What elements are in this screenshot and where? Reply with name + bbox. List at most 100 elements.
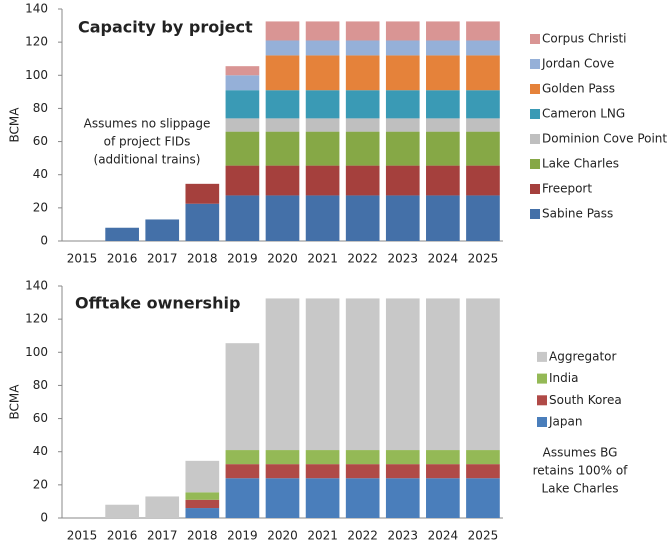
annotation: retains 100% of — [533, 464, 629, 478]
bar-segment — [225, 66, 260, 76]
bar-segment — [466, 165, 500, 196]
bar-segment — [345, 478, 380, 518]
x-tick-label: 2025 — [468, 529, 499, 543]
x-tick-label: 2015 — [67, 252, 98, 266]
chart-title: Offtake ownership — [75, 294, 240, 313]
bar-segment — [345, 40, 380, 56]
legend-label: Corpus Christi — [542, 32, 627, 46]
x-tick-label: 2021 — [307, 252, 338, 266]
y-tick-label: 40 — [33, 444, 48, 458]
y-tick-label: 20 — [33, 477, 48, 491]
bar-segment — [345, 55, 380, 91]
bar-segment — [225, 343, 260, 451]
y-tick-label: 80 — [33, 378, 48, 392]
x-tick-label: 2023 — [387, 252, 418, 266]
bar-segment — [225, 118, 260, 132]
bar-segment — [385, 90, 420, 119]
legend-label: India — [549, 371, 578, 385]
y-tick-label: 0 — [40, 234, 48, 248]
x-tick-label: 2024 — [428, 529, 459, 543]
bar-segment — [105, 227, 139, 241]
bar-segment — [225, 478, 260, 518]
legend-label: Aggregator — [549, 349, 617, 363]
bar-segment — [185, 492, 220, 500]
annotation: (additional trains) — [94, 153, 201, 167]
bar-segment — [305, 55, 340, 91]
bar-segment — [385, 40, 420, 56]
x-tick-label: 2022 — [347, 529, 378, 543]
chart-title: Capacity by project — [78, 18, 253, 37]
x-tick-label: 2022 — [347, 252, 378, 266]
bar-segment — [265, 195, 300, 241]
legend-swatch — [530, 134, 540, 144]
bar-segment — [426, 478, 460, 518]
bar-segment — [426, 298, 460, 451]
y-tick-label: 100 — [25, 345, 48, 359]
bar-segment — [466, 450, 500, 465]
bar-segment — [185, 460, 220, 493]
bar-segment — [305, 118, 340, 132]
legend-swatch — [530, 184, 540, 194]
bar-segment — [265, 118, 300, 132]
legend-label: Japan — [548, 415, 582, 429]
bar-segment — [466, 195, 500, 241]
bar-segment — [265, 90, 300, 119]
bar-segment — [225, 464, 260, 479]
bar-segment — [265, 131, 300, 166]
bar-segment — [265, 40, 300, 56]
bar-segment — [225, 131, 260, 166]
legend-swatch — [537, 395, 547, 406]
x-tick-label: 2016 — [107, 252, 138, 266]
bar-segment — [385, 464, 420, 479]
bar-segment — [105, 504, 139, 518]
legend-label: Golden Pass — [542, 82, 615, 96]
bar-segment — [185, 183, 220, 204]
legend-swatch — [530, 34, 540, 44]
legend-label: Jordan Cove — [541, 57, 614, 71]
bar-segment — [385, 478, 420, 518]
bar-segment — [466, 118, 500, 132]
bar-segment — [265, 21, 300, 41]
bar-segment — [426, 40, 460, 56]
bar-segment — [305, 131, 340, 166]
bar-segment — [265, 165, 300, 196]
bar-segment — [466, 298, 500, 451]
y-tick-label: 40 — [33, 167, 48, 181]
bar-segment — [466, 464, 500, 479]
bar-segment — [426, 165, 460, 196]
bar-segment — [145, 496, 180, 518]
bar-segment — [265, 298, 300, 451]
bar-segment — [385, 165, 420, 196]
legend-swatch — [530, 59, 540, 69]
bar-segment — [466, 21, 500, 41]
bar-segment — [426, 131, 460, 166]
bar-segment — [345, 90, 380, 119]
bar-segment — [466, 478, 500, 518]
y-tick-label: 60 — [33, 411, 48, 425]
bar-segment — [466, 90, 500, 119]
legend-swatch — [530, 84, 540, 94]
bar-segment — [345, 131, 380, 166]
bar-segment — [305, 21, 340, 41]
bar-segment — [305, 195, 340, 241]
bar-segment — [385, 55, 420, 91]
bar-segment — [265, 450, 300, 465]
bar-segment — [265, 55, 300, 91]
y-tick-label: 60 — [33, 134, 48, 148]
bar-segment — [225, 90, 260, 119]
bar-segment — [345, 21, 380, 41]
bar-segment — [185, 203, 220, 241]
y-tick-label: 120 — [25, 35, 48, 49]
bar-segment — [185, 499, 220, 509]
x-tick-label: 2021 — [307, 529, 338, 543]
x-tick-label: 2017 — [147, 529, 178, 543]
x-tick-label: 2015 — [67, 529, 98, 543]
y-axis-label: BCMA — [8, 384, 22, 420]
bar-segment — [426, 195, 460, 241]
bar-segment — [426, 55, 460, 91]
legend-label: Lake Charles — [542, 157, 619, 171]
bar-segment — [185, 508, 220, 518]
legend-swatch — [530, 109, 540, 119]
bar-segment — [305, 90, 340, 119]
